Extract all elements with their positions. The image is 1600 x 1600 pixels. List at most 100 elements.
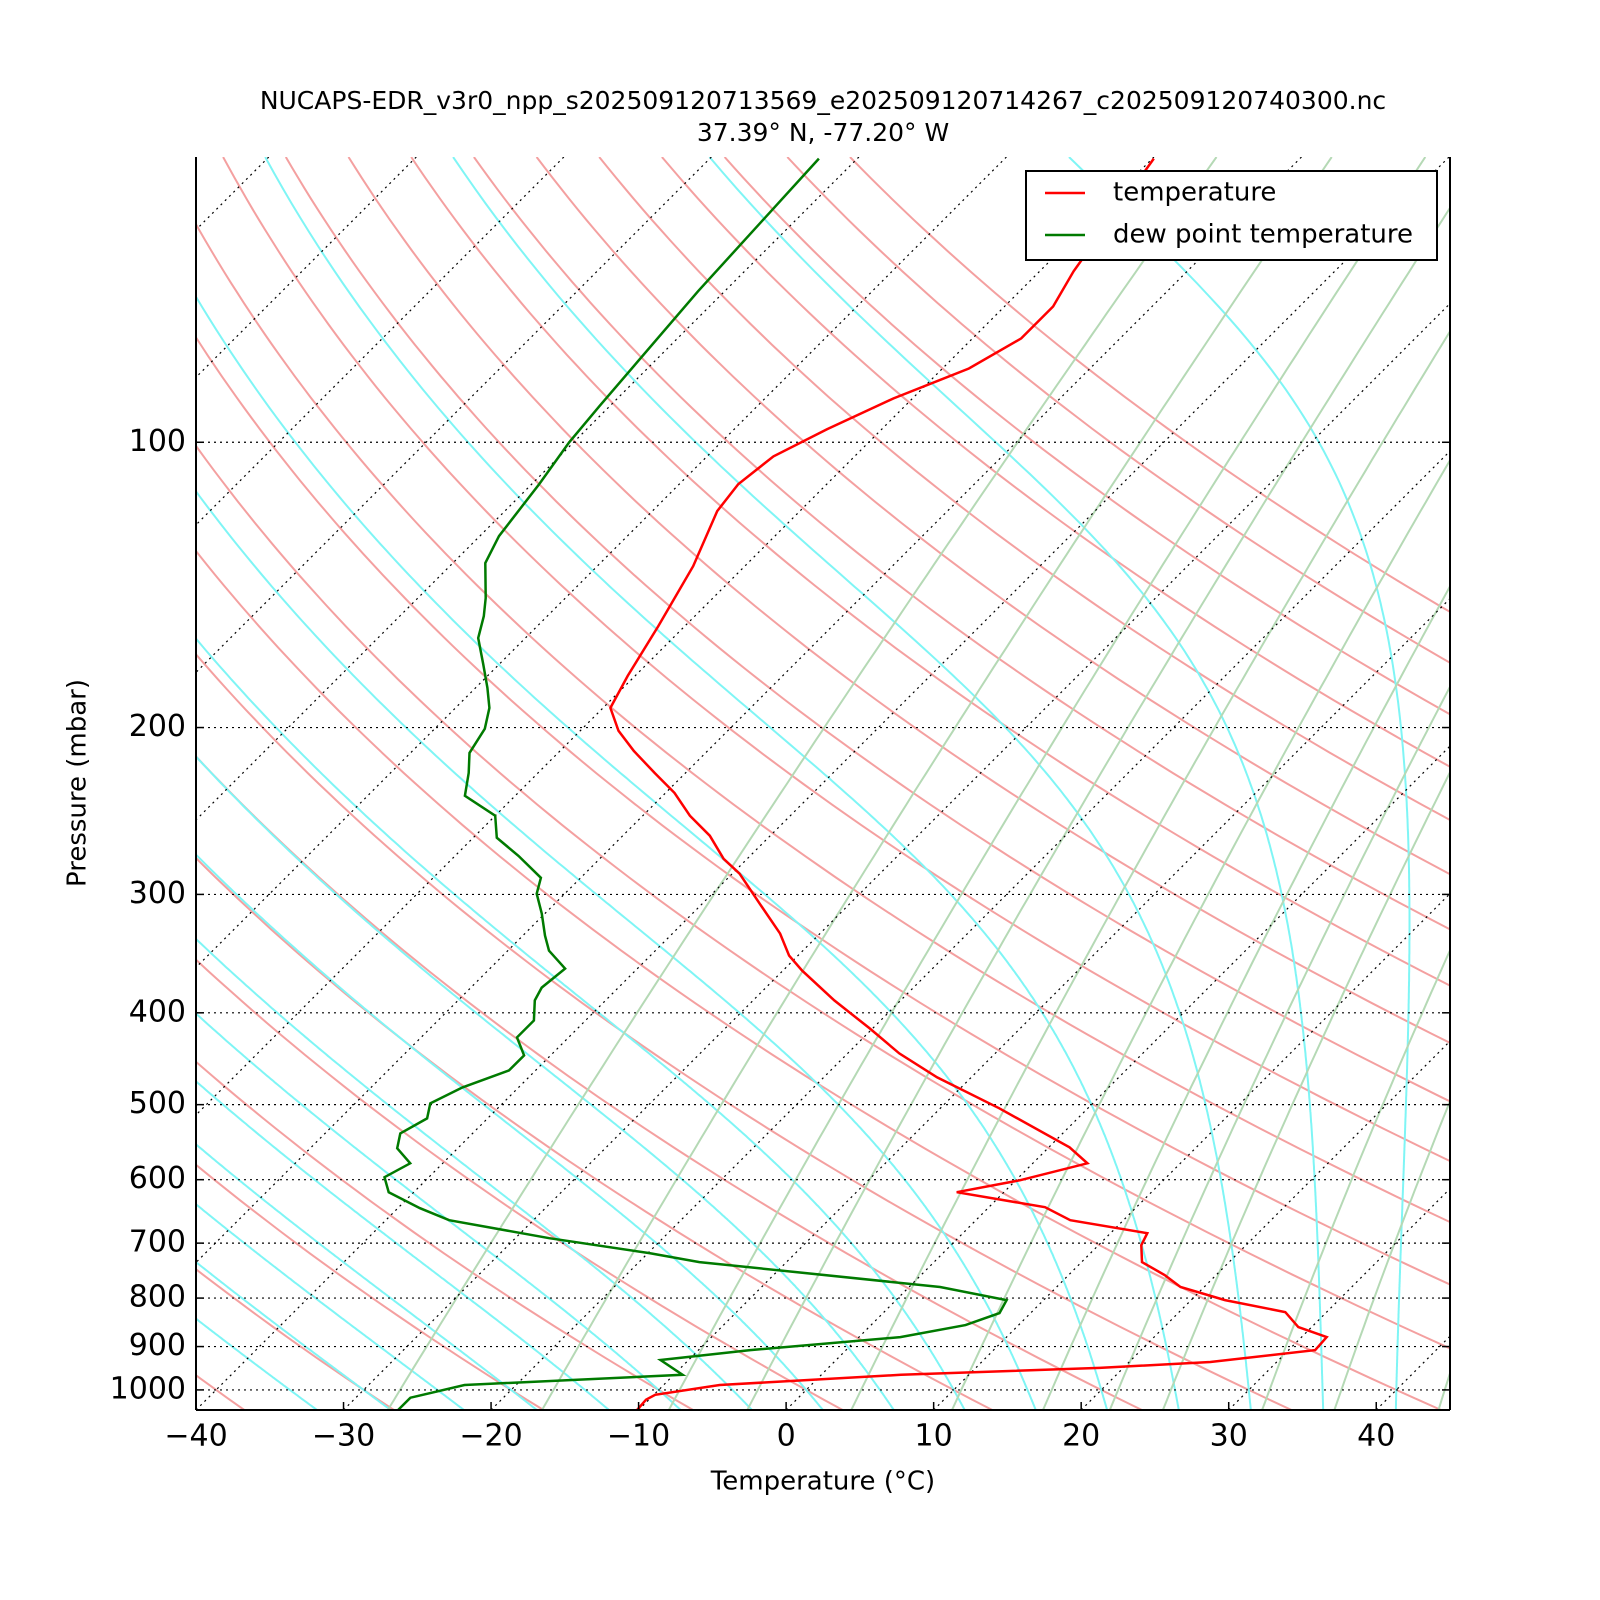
isotherm-grid-line: [1375, 1335, 1450, 1410]
moist-adiabat: [196, 1317, 318, 1410]
dry-adiabat: [410, 157, 1450, 987]
y-tick-label: 200: [129, 709, 186, 744]
mixing-ratio-line: [1261, 947, 1450, 1410]
x-tick-label: −10: [607, 1419, 670, 1454]
mixing-ratio-line: [541, 157, 1333, 1410]
moist-adiabat: [196, 937, 753, 1410]
y-tick-label: 300: [129, 876, 186, 911]
moist-adiabat: [196, 1012, 682, 1410]
mixing-ratio-line: [1161, 770, 1450, 1410]
mixing-ratio-line: [1513, 157, 1600, 1410]
x-tick-label: −40: [164, 1419, 227, 1454]
profile-line: [609, 157, 1329, 1410]
isotherm-grid-line: [1080, 1040, 1450, 1410]
moist-adiabat: [196, 1143, 538, 1410]
y-tick-label: 500: [129, 1086, 186, 1121]
moist-adiabat: [452, 157, 1252, 1410]
y-axis-label: Pressure (mbar): [63, 679, 93, 887]
mixing-ratio-line: [1333, 1098, 1450, 1410]
x-axis-label: Temperature (°C): [710, 1467, 935, 1497]
isotherm-grid-line: [0, 157, 121, 1410]
dry-adiabat: [196, 549, 1442, 1410]
legend-box: [1025, 170, 1438, 261]
mixing-ratio-line: [746, 206, 1450, 1410]
moist-adiabat: [196, 637, 966, 1410]
y-tick-label: 600: [129, 1161, 186, 1196]
mixing-ratio-line: [1042, 584, 1450, 1410]
x-tick-label: 10: [915, 1419, 953, 1454]
y-tick-label: 400: [129, 994, 186, 1029]
x-tick-label: 20: [1062, 1419, 1100, 1454]
dry-adiabat: [849, 157, 1450, 614]
moist-adiabat: [1469, 157, 1550, 1410]
isotherm-grid-line: [638, 597, 1450, 1410]
y-tick-label: 700: [129, 1225, 186, 1260]
mixing-ratio-line: [1108, 684, 1450, 1410]
dry-adiabat: [222, 157, 1450, 1163]
mixing-ratio-line: [1596, 157, 1600, 1410]
isotherm-grid-line: [490, 450, 1450, 1410]
dry-adiabat: [196, 1374, 245, 1410]
moist-adiabat: [196, 755, 895, 1410]
x-tick-label: −30: [312, 1419, 375, 1454]
isotherm-grid-line: [196, 157, 417, 379]
isotherm-grid-line: [196, 157, 860, 821]
dry-adiabat: [196, 222, 1450, 1224]
plot-data: [383, 157, 1329, 1410]
moist-adiabat: [708, 157, 1325, 1410]
isotherm-grid-line: [196, 157, 1007, 969]
dry-adiabat: [786, 157, 1450, 664]
dry-adiabat: [347, 157, 1450, 1044]
dry-adiabat: [196, 856, 993, 1410]
moist-adiabat: [1068, 157, 1411, 1410]
x-tick-label: 30: [1210, 1419, 1248, 1454]
y-tick-label: 900: [129, 1328, 186, 1363]
plot-background: [0, 157, 1600, 1410]
legend-label: temperature: [1113, 178, 1276, 208]
axes: −40 −30 −20 −10 0 10 20 30 40 100 200 300 400 500 600 7…: [110, 157, 1451, 1454]
dry-adiabat: [196, 958, 844, 1410]
dry-adiabat: [196, 652, 1292, 1410]
dry-adiabat: [196, 1163, 545, 1410]
moist-adiabat: [196, 1202, 465, 1410]
profile-line: [383, 157, 1009, 1410]
mixing-ratio-line: [850, 329, 1450, 1410]
chart-subtitle: 37.39° N, -77.20° W: [697, 118, 949, 147]
mixing-ratio-line: [951, 458, 1450, 1410]
isotherm-grid-line: [343, 302, 1450, 1410]
x-tick-label: 40: [1357, 1419, 1395, 1454]
isotherm-grid-line: [1228, 1187, 1450, 1410]
dry-adiabat: [535, 157, 1450, 876]
legend-label: dew point temperature: [1113, 220, 1413, 250]
dry-adiabat: [196, 755, 1143, 1410]
dry-adiabat: [196, 444, 1450, 1350]
isotherm-grid-line: [196, 157, 1302, 1264]
isotherm-grid-line: [196, 157, 1155, 1116]
isotherm-grid-line: [196, 157, 1450, 1410]
x-tick-label: 0: [777, 1419, 796, 1454]
moist-adiabat: [196, 853, 824, 1410]
moist-adiabat: [196, 489, 1037, 1410]
isotherm-grid-line: [933, 892, 1450, 1410]
x-tick-label: −20: [459, 1419, 522, 1454]
mixing-ratio-line: [1437, 1369, 1450, 1410]
mixing-ratio-line: [386, 157, 1218, 1410]
dry-adiabat: [723, 157, 1450, 716]
y-tick-label: 100: [129, 424, 186, 459]
dry-adiabat: [196, 335, 1450, 1286]
dry-adiabat: [661, 157, 1450, 768]
mixing-ratio-line: [667, 157, 1427, 1410]
moist-adiabat: [196, 294, 1109, 1410]
moist-adiabat: [264, 157, 1180, 1410]
isotherm-grid-line: [196, 157, 712, 674]
dry-adiabat: [196, 1060, 694, 1410]
moist-adiabat: [196, 1080, 610, 1410]
dry-adiabat: [598, 157, 1450, 822]
y-tick-label: 800: [129, 1280, 186, 1315]
y-tick-label: 1000: [110, 1371, 186, 1406]
isotherm-grid-line: [785, 745, 1450, 1410]
dry-adiabat: [284, 157, 1450, 1103]
isotherm-grid-line: [196, 157, 565, 526]
chart-title: NUCAPS-EDR_v3r0_npp_s202509120713569_e20…: [260, 86, 1386, 115]
